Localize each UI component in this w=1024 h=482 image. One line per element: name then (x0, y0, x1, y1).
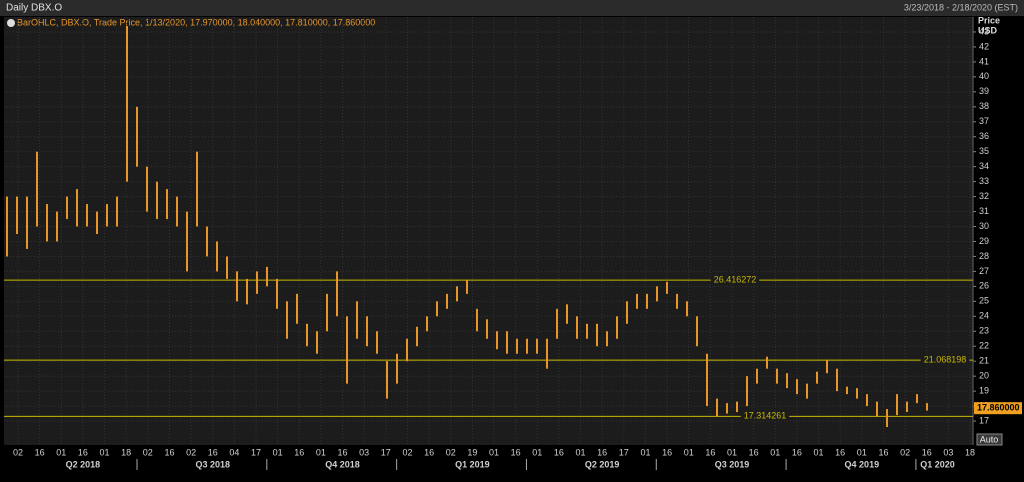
x-tick-label: 01 (857, 447, 867, 457)
x-tick-label: 16 (164, 447, 174, 457)
x-tick-label: 01 (316, 447, 326, 457)
auto-button[interactable] (976, 433, 1003, 446)
x-tick-label: 16 (208, 447, 218, 457)
x-tick-label: 01 (100, 447, 110, 457)
chart-title: Daily DBX.O (6, 3, 62, 14)
x-tick-label: 01 (770, 447, 780, 457)
label-background (740, 410, 790, 421)
y-tick-label: 36 (979, 131, 989, 141)
quarter-label: Q3 2019 (715, 459, 750, 469)
x-tick-label: 16 (835, 447, 845, 457)
legend-text: BarOHLC, DBX.O, Trade Price, 1/13/2020, … (17, 17, 375, 27)
y-tick-label: 35 (979, 146, 989, 156)
y-tick-label: 29 (979, 236, 989, 246)
x-tick-label: 16 (878, 447, 888, 457)
x-tick-label: 02 (186, 447, 196, 457)
x-tick-label: 16 (792, 447, 802, 457)
last-price-label: 17.860000 (977, 403, 1020, 413)
y-tick-label: 32 (979, 191, 989, 201)
horizontal-line-label: 17.314261 (744, 411, 787, 421)
quarter-label: Q4 2018 (325, 459, 360, 469)
y-tick-label: 34 (979, 161, 989, 171)
x-tick-label: 02 (13, 447, 23, 457)
y-tick-label: 38 (979, 101, 989, 111)
quarter-label: Q1 2019 (455, 459, 490, 469)
y-axis-label: Price (978, 15, 1000, 25)
x-tick-label: 01 (273, 447, 283, 457)
x-tick-label: 16 (705, 447, 715, 457)
y-tick-label: 37 (979, 116, 989, 126)
x-tick-label: 16 (554, 447, 564, 457)
y-tick-label: 31 (979, 206, 989, 216)
x-tick-label: 18 (121, 447, 131, 457)
y-tick-label: 30 (979, 221, 989, 231)
x-tick-label: 02 (143, 447, 153, 457)
x-tick-label: 03 (359, 447, 369, 457)
x-tick-label: 16 (662, 447, 672, 457)
y-tick-label: 33 (979, 176, 989, 186)
x-tick-label: 16 (511, 447, 521, 457)
x-tick-label: 01 (814, 447, 824, 457)
y-tick-label: 28 (979, 251, 989, 261)
x-tick-label: 03 (943, 447, 953, 457)
y-tick-label: 21 (979, 356, 989, 366)
y-tick-label: 42 (979, 41, 989, 51)
x-tick-label: 17 (619, 447, 629, 457)
x-tick-label: 16 (338, 447, 348, 457)
horizontal-line-label: 26.416272 (714, 275, 757, 285)
x-tick-label: 02 (402, 447, 412, 457)
x-tick-label: 16 (294, 447, 304, 457)
y-axis-unit: USD (978, 25, 998, 35)
y-tick-label: 25 (979, 296, 989, 306)
y-tick-label: 26 (979, 281, 989, 291)
y-tick-label: 43 (979, 26, 989, 36)
y-tick-label: 19 (979, 386, 989, 396)
x-tick-label: 17 (381, 447, 391, 457)
x-tick-label: 01 (56, 447, 66, 457)
x-tick-label: 04 (229, 447, 239, 457)
y-tick-label: 23 (979, 326, 989, 336)
x-tick-label: 19 (467, 447, 477, 457)
x-tick-label: 01 (684, 447, 694, 457)
header-bar (0, 0, 1024, 16)
x-tick-label: 18 (965, 447, 975, 457)
x-tick-label: 01 (576, 447, 586, 457)
quarter-label: Q3 2018 (195, 459, 230, 469)
plot-area (4, 17, 973, 445)
x-tick-label: 01 (640, 447, 650, 457)
y-tick-label: 20 (979, 371, 989, 381)
quarter-label: Q1 2020 (920, 459, 955, 469)
x-tick-label: 02 (900, 447, 910, 457)
quarter-label: Q4 2019 (845, 459, 880, 469)
x-tick-label: 16 (35, 447, 45, 457)
y-tick-label: 17 (979, 415, 989, 425)
y-tick-label: 39 (979, 86, 989, 96)
last-price-box (974, 402, 1022, 415)
legend-icon[interactable] (7, 19, 15, 27)
quarter-label: Q2 2019 (585, 459, 620, 469)
horizontal-line-label: 21.068198 (924, 355, 967, 365)
x-tick-label: 17 (251, 447, 261, 457)
x-tick-label: 02 (446, 447, 456, 457)
quarter-label: Q2 2018 (66, 459, 101, 469)
x-tick-label: 16 (424, 447, 434, 457)
y-tick-label: 40 (979, 71, 989, 81)
x-tick-label: 16 (78, 447, 88, 457)
x-tick-label: 16 (597, 447, 607, 457)
y-tick-label: 41 (979, 56, 989, 66)
y-tick-label: 27 (979, 266, 989, 276)
x-tick-label: 01 (727, 447, 737, 457)
x-tick-label: 01 (532, 447, 542, 457)
chart-subtitle: 3/23/2018 - 2/18/2020 (EST) (904, 2, 1018, 12)
y-tick-label: 22 (979, 341, 989, 351)
label-background (710, 274, 760, 285)
x-tick-label: 16 (922, 447, 932, 457)
y-tick-label: 24 (979, 311, 989, 321)
x-tick-label: 16 (749, 447, 759, 457)
auto-button-label[interactable]: Auto (980, 434, 999, 444)
label-background (920, 354, 970, 365)
x-tick-label: 01 (489, 447, 499, 457)
